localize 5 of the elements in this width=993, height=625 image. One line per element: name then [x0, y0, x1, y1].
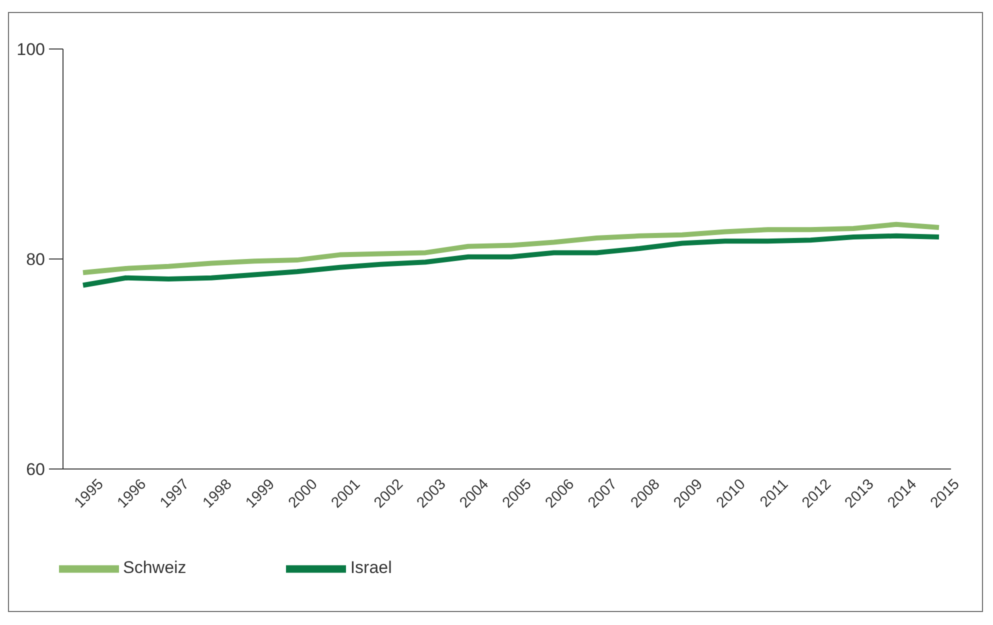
y-tick-label: 100 [16, 40, 45, 60]
y-tick-label: 60 [26, 460, 45, 480]
y-tick-label: 80 [26, 250, 45, 270]
legend-label: Israel [350, 558, 392, 578]
legend-label: Schweiz [123, 558, 186, 578]
